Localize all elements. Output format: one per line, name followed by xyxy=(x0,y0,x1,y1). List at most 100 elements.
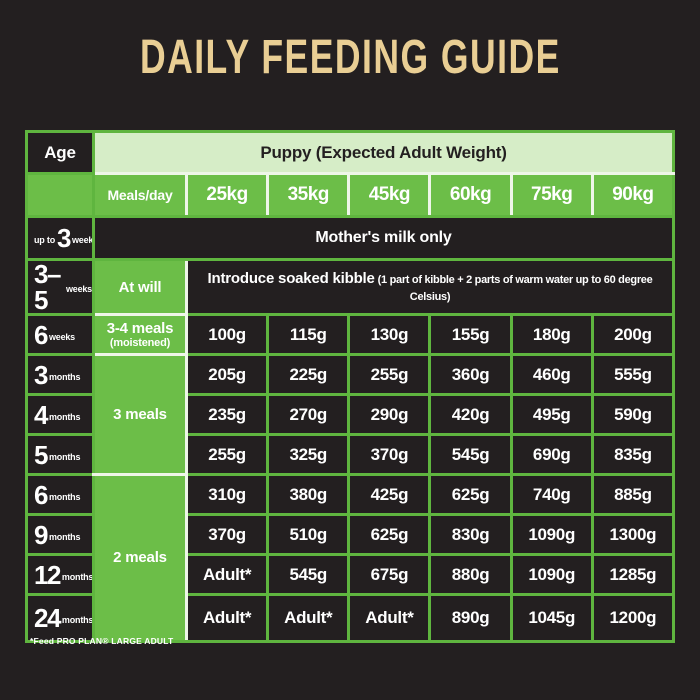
value-cell: 885g xyxy=(590,473,676,516)
age-unit: months xyxy=(48,531,81,542)
meals-detail: (moistened) xyxy=(109,336,171,349)
value-cell: 460g xyxy=(509,353,594,396)
age-number: 24 xyxy=(34,603,61,633)
value-cell: 370g xyxy=(184,513,270,556)
value-cell: 625g xyxy=(428,473,513,516)
value-cell: 370g xyxy=(347,433,432,476)
age-label: 3 months xyxy=(30,359,91,390)
value-cell: Adult* xyxy=(184,593,270,643)
meals-cell-at-will: At will xyxy=(92,258,188,316)
age-label: 4 months xyxy=(30,399,91,430)
age-cell-3-5-weeks: 3–5 weeks xyxy=(25,258,95,316)
age-number: 6 xyxy=(34,479,48,510)
value-cell: 310g xyxy=(184,473,270,516)
value-cell: 180g xyxy=(509,313,594,356)
age-number: 4 xyxy=(34,399,48,430)
value-cell: 830g xyxy=(428,513,513,556)
age-number: 9 xyxy=(34,519,48,550)
value-cell: 1090g xyxy=(509,553,594,596)
value-cell: 510g xyxy=(266,513,351,556)
age-cell-9-months: 9 months xyxy=(25,513,95,556)
value-cell: 675g xyxy=(347,553,432,596)
age-unit: months xyxy=(48,411,81,422)
meals-cell-3-meals: 3 meals xyxy=(92,353,188,476)
value-cell: 545g xyxy=(428,433,513,476)
age-number: 3 xyxy=(34,359,48,390)
meals-per-day-header: Meals/day xyxy=(92,172,188,218)
weight-header-90kg: 90kg xyxy=(590,172,676,218)
soaked-kibble-note: Introduce soaked kibble (1 part of kibble… xyxy=(185,258,675,316)
age-label: 3–5 weeks xyxy=(30,259,92,315)
age-cell-5-months: 5 months xyxy=(25,433,95,476)
meals-cell-3-4-meals: 3-4 meals (moistened) xyxy=(92,313,188,356)
value-cell: 880g xyxy=(428,553,513,596)
value-cell: 100g xyxy=(184,313,270,356)
value-cell: 740g xyxy=(509,473,594,516)
age-label: up to 3 weeks xyxy=(30,225,94,251)
age-cell-6-months: 6 months xyxy=(25,473,95,516)
weight-header-75kg: 75kg xyxy=(509,172,594,218)
age-unit: weeks xyxy=(48,331,75,342)
age-prefix: up to xyxy=(34,235,55,245)
page-title-text: DAILY FEEDING GUIDE xyxy=(139,31,561,84)
value-cell: 690g xyxy=(509,433,594,476)
age-cell-12-months: 12 months xyxy=(25,553,95,596)
age-unit: months xyxy=(48,451,81,462)
age-unit: months xyxy=(48,371,81,382)
value-cell: 360g xyxy=(428,353,513,396)
age-unit: weeks xyxy=(71,235,94,245)
age-number: 6 xyxy=(34,319,48,350)
age-label: 6 months xyxy=(30,479,91,510)
value-cell: 225g xyxy=(266,353,351,396)
age-label: 12 months xyxy=(30,559,94,590)
age-cell-4-months: 4 months xyxy=(25,393,95,436)
value-cell: 425g xyxy=(347,473,432,516)
age-label: 9 months xyxy=(30,519,91,550)
value-cell: 555g xyxy=(590,353,676,396)
meals-main: 3-4 meals xyxy=(106,319,174,337)
weight-header-60kg: 60kg xyxy=(428,172,513,218)
age-unit: months xyxy=(61,615,94,625)
value-cell: 1200g xyxy=(590,593,676,643)
value-cell: 1285g xyxy=(590,553,676,596)
value-cell: 545g xyxy=(266,553,351,596)
age-cell-6-weeks: 6 weeks xyxy=(25,313,95,356)
footnote: *Feed PRO PLAN® LARGE ADULT xyxy=(30,636,174,646)
age-cell-3-months: 3 months xyxy=(25,353,95,396)
age-cell-up-to-3-weeks: up to 3 weeks xyxy=(25,215,95,261)
age-unit: months xyxy=(48,491,81,502)
value-cell: 380g xyxy=(266,473,351,516)
value-cell: 200g xyxy=(590,313,676,356)
age-label: 24 months xyxy=(30,603,94,633)
age-number: 12 xyxy=(34,559,61,590)
value-cell: 130g xyxy=(347,313,432,356)
value-cell: 1090g xyxy=(509,513,594,556)
spacer-cell xyxy=(25,172,95,218)
value-cell: 115g xyxy=(266,313,351,356)
weight-header-35kg: 35kg xyxy=(266,172,351,218)
value-cell: 1045g xyxy=(509,593,594,643)
puppy-group-header: Puppy (Expected Adult Weight) xyxy=(92,130,675,175)
age-number: 3–5 xyxy=(34,259,61,315)
value-cell: 890g xyxy=(428,593,513,643)
value-cell: 155g xyxy=(428,313,513,356)
value-cell: 325g xyxy=(266,433,351,476)
meals-cell-2-meals: 2 meals xyxy=(92,473,188,643)
value-cell: 420g xyxy=(428,393,513,436)
value-cell: 590g xyxy=(590,393,676,436)
age-label: 6 weeks xyxy=(30,319,91,350)
age-unit: months xyxy=(61,571,94,582)
value-cell: 625g xyxy=(347,513,432,556)
value-cell: 290g xyxy=(347,393,432,436)
value-cell: 205g xyxy=(184,353,270,396)
value-cell: 235g xyxy=(184,393,270,436)
value-cell: 1300g xyxy=(590,513,676,556)
page-title: DAILY FEEDING GUIDE xyxy=(0,34,700,82)
value-cell: Adult* xyxy=(184,553,270,596)
age-column-header: Age xyxy=(25,130,95,175)
age-unit: weeks xyxy=(65,284,92,294)
feeding-guide-table: Age Puppy (Expected Adult Weight) Meals/… xyxy=(25,130,676,643)
soaked-kibble-detail: (1 part of kibble + 2 parts of warm wate… xyxy=(377,274,653,303)
weight-header-25kg: 25kg xyxy=(184,172,270,218)
value-cell: Adult* xyxy=(266,593,351,643)
